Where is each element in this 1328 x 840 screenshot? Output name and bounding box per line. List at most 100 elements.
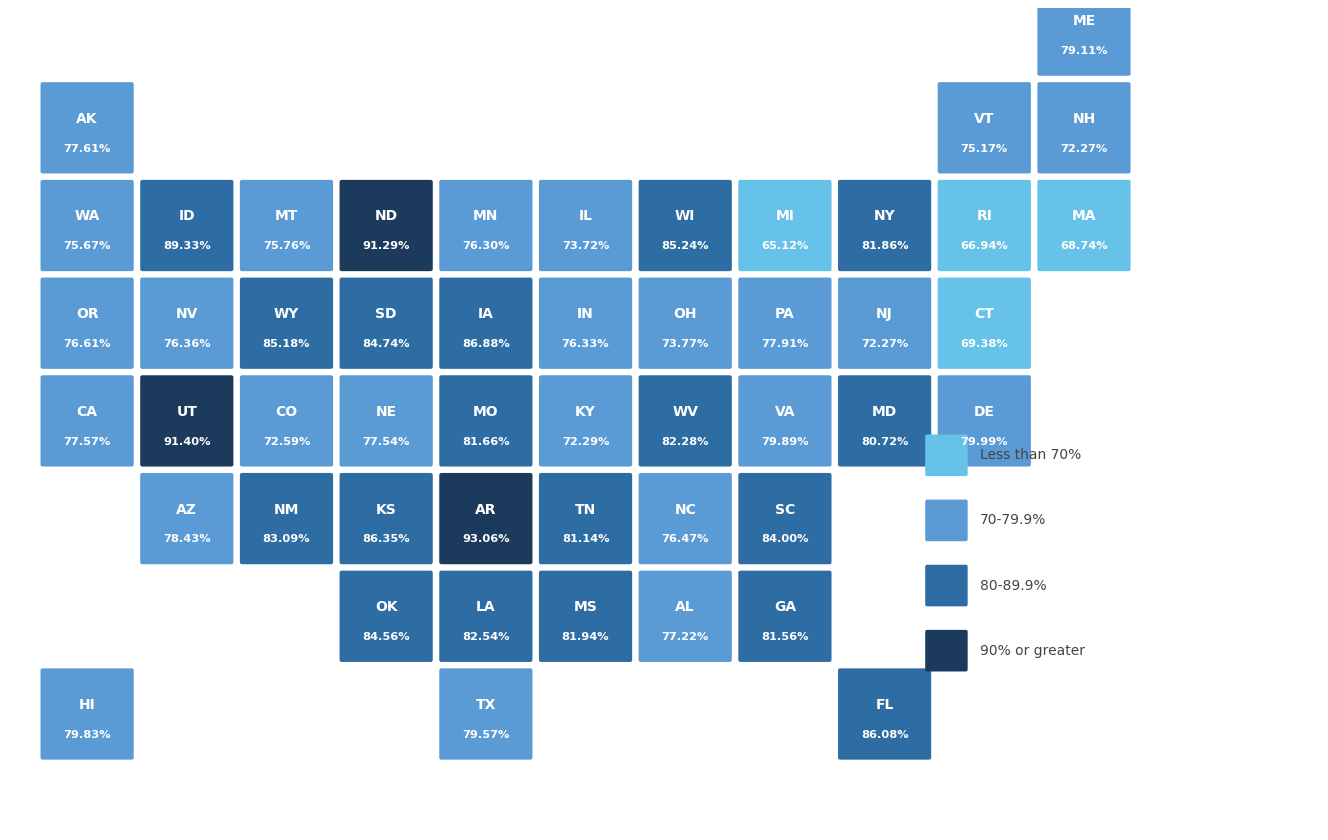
FancyBboxPatch shape — [438, 471, 534, 565]
Text: 86.35%: 86.35% — [363, 534, 410, 544]
Text: RI: RI — [976, 209, 992, 223]
Text: LA: LA — [475, 601, 495, 614]
Text: 76.30%: 76.30% — [462, 241, 510, 251]
Text: TX: TX — [475, 698, 497, 712]
Text: NJ: NJ — [876, 307, 892, 321]
Text: 79.11%: 79.11% — [1060, 46, 1108, 56]
Text: 84.56%: 84.56% — [363, 633, 410, 642]
Text: CO: CO — [275, 405, 297, 419]
Text: 85.24%: 85.24% — [661, 241, 709, 251]
Text: 72.29%: 72.29% — [562, 437, 610, 447]
Text: MO: MO — [473, 405, 499, 419]
FancyBboxPatch shape — [936, 81, 1032, 175]
FancyBboxPatch shape — [837, 374, 932, 468]
Text: 75.76%: 75.76% — [263, 241, 311, 251]
Text: MD: MD — [872, 405, 898, 419]
Text: 89.33%: 89.33% — [163, 241, 211, 251]
Text: AK: AK — [77, 112, 98, 126]
FancyBboxPatch shape — [1036, 0, 1131, 77]
Text: PA: PA — [776, 307, 794, 321]
Text: 81.86%: 81.86% — [861, 241, 908, 251]
Text: NH: NH — [1072, 112, 1096, 126]
Text: UT: UT — [177, 405, 198, 419]
FancyBboxPatch shape — [538, 178, 633, 272]
Text: 77.57%: 77.57% — [64, 437, 110, 447]
FancyBboxPatch shape — [538, 374, 633, 468]
FancyBboxPatch shape — [139, 374, 235, 468]
FancyBboxPatch shape — [438, 667, 534, 761]
Text: GA: GA — [774, 601, 795, 614]
Text: CT: CT — [975, 307, 995, 321]
Text: 75.67%: 75.67% — [64, 241, 110, 251]
Text: MN: MN — [473, 209, 498, 223]
Text: 80.72%: 80.72% — [861, 437, 908, 447]
Text: 69.38%: 69.38% — [960, 339, 1008, 349]
FancyBboxPatch shape — [936, 276, 1032, 370]
Text: KS: KS — [376, 502, 397, 517]
Text: 81.66%: 81.66% — [462, 437, 510, 447]
Text: 77.54%: 77.54% — [363, 437, 410, 447]
Text: IN: IN — [578, 307, 594, 321]
Text: VT: VT — [975, 112, 995, 126]
Text: 81.56%: 81.56% — [761, 633, 809, 642]
Text: TN: TN — [575, 502, 596, 517]
FancyBboxPatch shape — [438, 570, 534, 664]
Text: 84.00%: 84.00% — [761, 534, 809, 544]
Text: IL: IL — [579, 209, 592, 223]
FancyBboxPatch shape — [39, 276, 135, 370]
FancyBboxPatch shape — [737, 374, 833, 468]
FancyBboxPatch shape — [239, 178, 335, 272]
Text: 70-79.9%: 70-79.9% — [980, 513, 1046, 528]
Text: 73.72%: 73.72% — [562, 241, 610, 251]
Text: 91.29%: 91.29% — [363, 241, 410, 251]
Text: 84.74%: 84.74% — [363, 339, 410, 349]
Text: 72.59%: 72.59% — [263, 437, 311, 447]
Text: 75.17%: 75.17% — [960, 144, 1008, 154]
Text: 79.57%: 79.57% — [462, 730, 510, 740]
Text: MT: MT — [275, 209, 299, 223]
Text: 78.43%: 78.43% — [163, 534, 211, 544]
Text: 68.74%: 68.74% — [1060, 241, 1108, 251]
FancyBboxPatch shape — [637, 374, 733, 468]
Text: OH: OH — [673, 307, 697, 321]
Text: 76.47%: 76.47% — [661, 534, 709, 544]
Text: MS: MS — [574, 601, 598, 614]
Text: 80-89.9%: 80-89.9% — [980, 579, 1046, 592]
FancyBboxPatch shape — [538, 276, 633, 370]
Text: OR: OR — [76, 307, 98, 321]
Text: FL: FL — [875, 698, 894, 712]
Text: WV: WV — [672, 405, 699, 419]
FancyBboxPatch shape — [339, 374, 434, 468]
Text: 66.94%: 66.94% — [960, 241, 1008, 251]
Text: NM: NM — [274, 502, 299, 517]
Text: 76.61%: 76.61% — [64, 339, 110, 349]
FancyBboxPatch shape — [637, 471, 733, 565]
FancyBboxPatch shape — [926, 564, 968, 606]
Text: AR: AR — [475, 502, 497, 517]
Text: Less than 70%: Less than 70% — [980, 449, 1081, 462]
Text: ME: ME — [1072, 14, 1096, 28]
Text: ID: ID — [178, 209, 195, 223]
Text: 91.40%: 91.40% — [163, 437, 211, 447]
Text: WY: WY — [274, 307, 299, 321]
Text: 77.91%: 77.91% — [761, 339, 809, 349]
Text: ND: ND — [374, 209, 398, 223]
FancyBboxPatch shape — [339, 276, 434, 370]
FancyBboxPatch shape — [837, 178, 932, 272]
FancyBboxPatch shape — [339, 178, 434, 272]
Text: NE: NE — [376, 405, 397, 419]
Text: 77.22%: 77.22% — [661, 633, 709, 642]
FancyBboxPatch shape — [339, 471, 434, 565]
Text: NV: NV — [175, 307, 198, 321]
Text: MA: MA — [1072, 209, 1096, 223]
Text: 77.61%: 77.61% — [64, 144, 110, 154]
Text: DE: DE — [973, 405, 995, 419]
Text: 65.12%: 65.12% — [761, 241, 809, 251]
Text: WI: WI — [675, 209, 696, 223]
FancyBboxPatch shape — [737, 570, 833, 664]
Text: OK: OK — [374, 601, 397, 614]
FancyBboxPatch shape — [936, 178, 1032, 272]
FancyBboxPatch shape — [538, 471, 633, 565]
Text: 82.28%: 82.28% — [661, 437, 709, 447]
FancyBboxPatch shape — [139, 178, 235, 272]
